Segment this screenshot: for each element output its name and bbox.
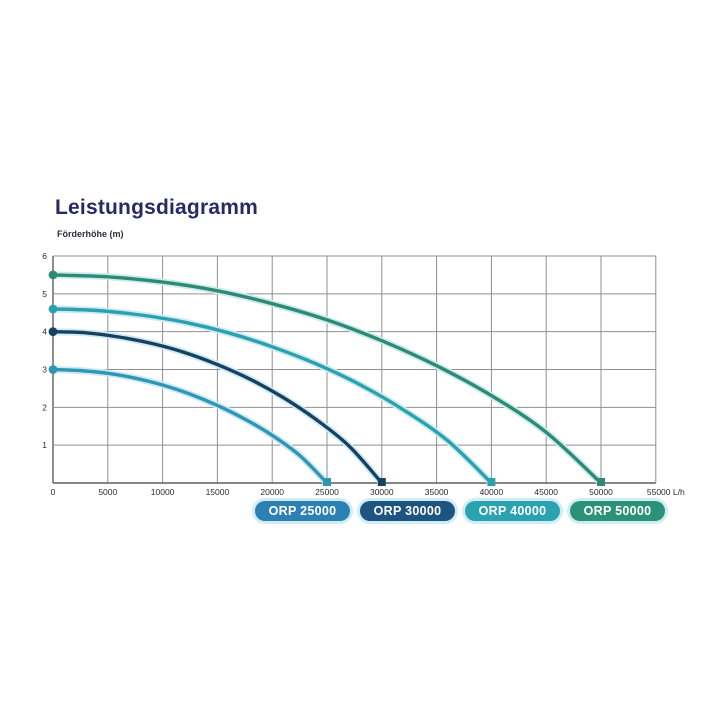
curve-start-marker	[48, 365, 58, 374]
x-tick-label: 0	[51, 487, 56, 497]
y-tick-label: 6	[42, 251, 47, 261]
x-tick-label: 15000	[206, 487, 230, 497]
x-tick-label: 5000	[98, 487, 117, 497]
x-tick-label: 25000	[315, 487, 339, 497]
y-tick-label: 3	[42, 365, 47, 375]
chart-area: 1 2 3 4 5 6 0 5000 10000 15000 20000 25000 30000 3500…	[39, 242, 704, 522]
legend-badge-orp-50000: ORP 50000	[570, 501, 665, 521]
curve-orp-25000	[51, 367, 329, 485]
y-tick-label: 5	[42, 289, 47, 299]
curve-start-marker	[48, 304, 58, 314]
curve-orp-40000	[51, 307, 494, 485]
y-axis-label: Förderhöhe (m)	[57, 229, 124, 239]
y-tick-label: 2	[42, 402, 47, 412]
curve-end-marker	[377, 478, 386, 486]
curve-end-marker	[597, 478, 605, 486]
x-tick-label: 20000	[260, 487, 284, 497]
curve-orp-30000	[51, 330, 384, 485]
legend-badge-orp-25000: ORP 25000	[255, 501, 350, 521]
curve-end-marker	[323, 478, 331, 486]
y-tick-label: 4	[42, 327, 47, 337]
legend-badge-orp-30000: ORP 30000	[360, 501, 455, 521]
y-tick-label: 1	[42, 440, 47, 450]
legend-badge-orp-40000: ORP 40000	[465, 501, 560, 521]
curve-end-marker	[487, 478, 496, 486]
x-tick-label: 50000	[589, 487, 613, 497]
x-tick-label: 40000	[480, 487, 504, 497]
curve-glow-orp-25000	[49, 366, 331, 487]
x-tick-label: 45000	[534, 487, 558, 497]
page-title: Leistungsdiagramm	[55, 196, 258, 219]
performance-chart: 1 2 3 4 5 6 0 5000 10000 15000 20000 25000 30000 3500…	[42, 251, 685, 497]
x-tick-label: 35000	[425, 487, 449, 497]
x-tick-label: 55000 L/h	[647, 487, 685, 497]
x-tick-label: 30000	[370, 487, 394, 497]
curve-start-marker	[48, 270, 58, 280]
x-tick-label: 10000	[151, 487, 175, 497]
curve-start-marker	[48, 327, 58, 337]
legend: ORP 25000 ORP 30000 ORP 40000 ORP 50000	[255, 501, 665, 521]
curve-orp-50000	[51, 273, 603, 485]
